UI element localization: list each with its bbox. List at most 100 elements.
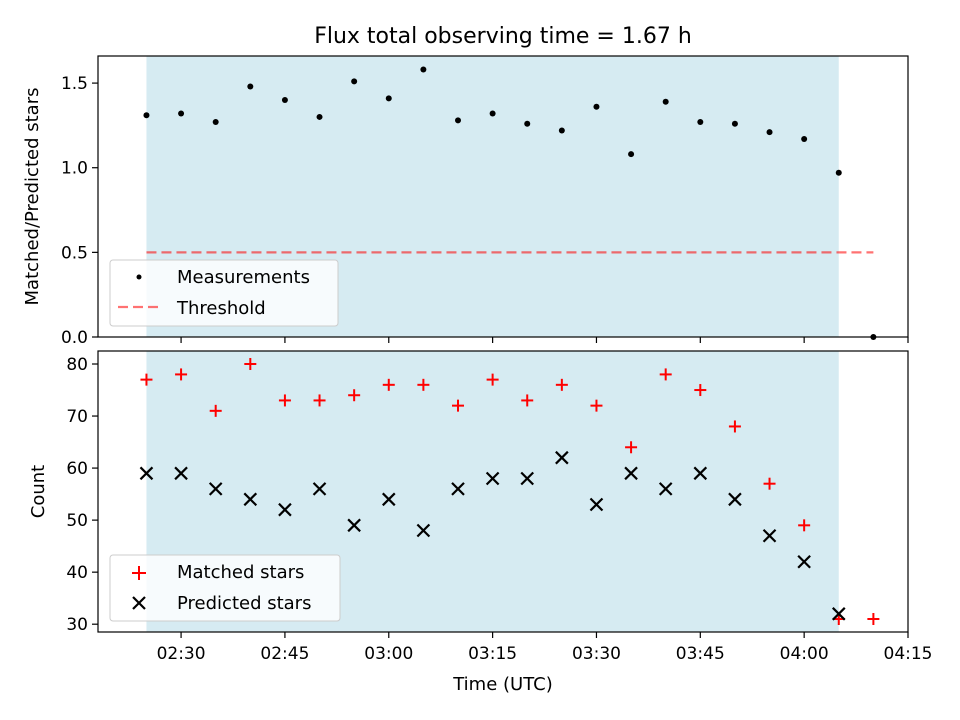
predicted-star-point <box>243 492 258 507</box>
x-tick-label: 03:30 <box>572 644 621 664</box>
legend-threshold-label: Threshold <box>176 298 266 319</box>
predicted-x-b <box>208 482 223 496</box>
y-tick-label: 30 <box>66 615 88 635</box>
matched-star-point <box>348 389 361 402</box>
predicted-star-point <box>174 466 188 481</box>
matched-star-point <box>486 373 499 386</box>
matched-star-point <box>313 394 326 407</box>
legend-predicted-marker <box>132 596 146 610</box>
matched-star-point <box>555 378 568 391</box>
y-tick-label: 70 <box>66 407 88 427</box>
x-tick-label: 02:30 <box>157 644 206 664</box>
predicted-x-b <box>174 466 188 481</box>
measurement-point <box>247 83 254 90</box>
predicted-x-b <box>693 466 708 481</box>
predicted-x-b <box>381 492 396 507</box>
y-tick-label: 0.5 <box>61 243 88 263</box>
measurement-point <box>212 119 219 126</box>
predicted-x-b <box>243 492 258 507</box>
x-tick-label: 03:15 <box>468 644 517 664</box>
predicted-star-point <box>485 471 500 486</box>
legend-matched-label: Matched stars <box>177 562 304 583</box>
matched-star-point <box>763 477 776 490</box>
matched-star-point <box>625 441 638 454</box>
predicted-star-point <box>451 482 465 496</box>
measurement-point <box>489 110 496 117</box>
measurement-point <box>662 98 669 105</box>
predicted-star-point <box>693 466 708 481</box>
bottom-axes-frame <box>97 350 909 633</box>
x-axis-label: Time (UTC) <box>452 674 553 695</box>
matched-star-point <box>417 378 430 391</box>
matched-star-point <box>694 384 707 397</box>
y-tick-label: 60 <box>66 459 88 479</box>
predicted-star-point <box>762 528 777 543</box>
measurement-point <box>316 113 323 120</box>
predicted-x-b <box>797 554 811 569</box>
x-tick-label: 04:15 <box>884 644 933 664</box>
top-x-ticks <box>180 337 909 343</box>
predicted-x-b <box>589 497 604 512</box>
predicted-x-b <box>624 466 638 481</box>
measurement-point <box>593 103 600 110</box>
measurement-point <box>628 151 635 158</box>
measurement-point <box>697 119 704 126</box>
top-y-axis: 0.0 0.5 1.0 1.5 <box>61 74 98 348</box>
top-legend: Measurements Threshold <box>109 259 339 327</box>
y-tick-label: 1.0 <box>61 159 88 179</box>
bottom-x-axis: 02:30 02:45 03:00 03:15 03:30 03:45 04:00 04:15 <box>157 632 933 664</box>
top-legend-box <box>109 259 339 327</box>
predicted-star-point <box>381 492 396 507</box>
predicted-x-b <box>831 607 846 621</box>
predicted-star-point <box>208 482 223 496</box>
matched-star-point <box>140 373 153 386</box>
matched-star-point <box>452 399 464 412</box>
measurement-point <box>455 117 461 124</box>
matched-star-point <box>244 358 257 371</box>
bottom-legend-box <box>109 554 341 622</box>
matched-star-point <box>209 404 222 417</box>
matched-star-point <box>278 394 291 407</box>
predicted-x-b <box>451 482 465 496</box>
measurement-point <box>143 112 150 119</box>
y-tick-label: 1.5 <box>61 74 88 94</box>
matched-star-point <box>521 394 534 407</box>
predicted-x-b <box>658 482 673 496</box>
predicted-star-point <box>520 471 535 486</box>
legend-matched-marker <box>132 566 146 580</box>
measurement-point <box>178 110 185 117</box>
predicted-star-point <box>416 523 431 538</box>
matched-star-point <box>867 612 880 625</box>
legend-measurements-label: Measurements <box>177 267 310 288</box>
bottom-legend: Matched stars Predicted stars <box>109 554 341 622</box>
predicted-star-point <box>312 482 327 496</box>
y-tick-label: 50 <box>66 511 88 531</box>
legend-measurements-marker <box>136 274 142 280</box>
predicted-star-point <box>831 607 846 621</box>
measurement-point <box>766 129 773 136</box>
top-panel: 0.0 0.5 1.0 1.5 Matched/Predicted stars Mea… <box>22 55 909 348</box>
chart-title: Flux total observing time = 1.67 h <box>314 24 692 49</box>
y-tick-label: 40 <box>66 563 88 583</box>
measurement-point <box>385 95 392 102</box>
predicted-star-point <box>728 492 742 507</box>
x-tick-label: 03:45 <box>676 644 725 664</box>
predicted-star-point <box>347 518 361 533</box>
y-tick-label: 0.0 <box>61 328 88 348</box>
y-tick-label: 80 <box>66 355 88 375</box>
top-y-axis-label: Matched/Predicted stars <box>22 88 43 306</box>
predicted-x-b <box>485 471 500 486</box>
predicted-star-point <box>139 466 154 481</box>
predicted-star-point <box>589 497 604 512</box>
matched-star-point <box>175 368 188 381</box>
legend-predicted-label: Predicted stars <box>177 593 311 614</box>
matched-star-point <box>590 399 603 412</box>
predicted-star-point <box>278 502 292 517</box>
matched-star-point <box>728 420 741 433</box>
count-series <box>139 358 880 625</box>
measurements-series <box>143 66 877 340</box>
x-tick-label: 02:45 <box>260 644 309 664</box>
predicted-x-b <box>416 523 431 538</box>
predicted-x-b <box>555 450 569 465</box>
